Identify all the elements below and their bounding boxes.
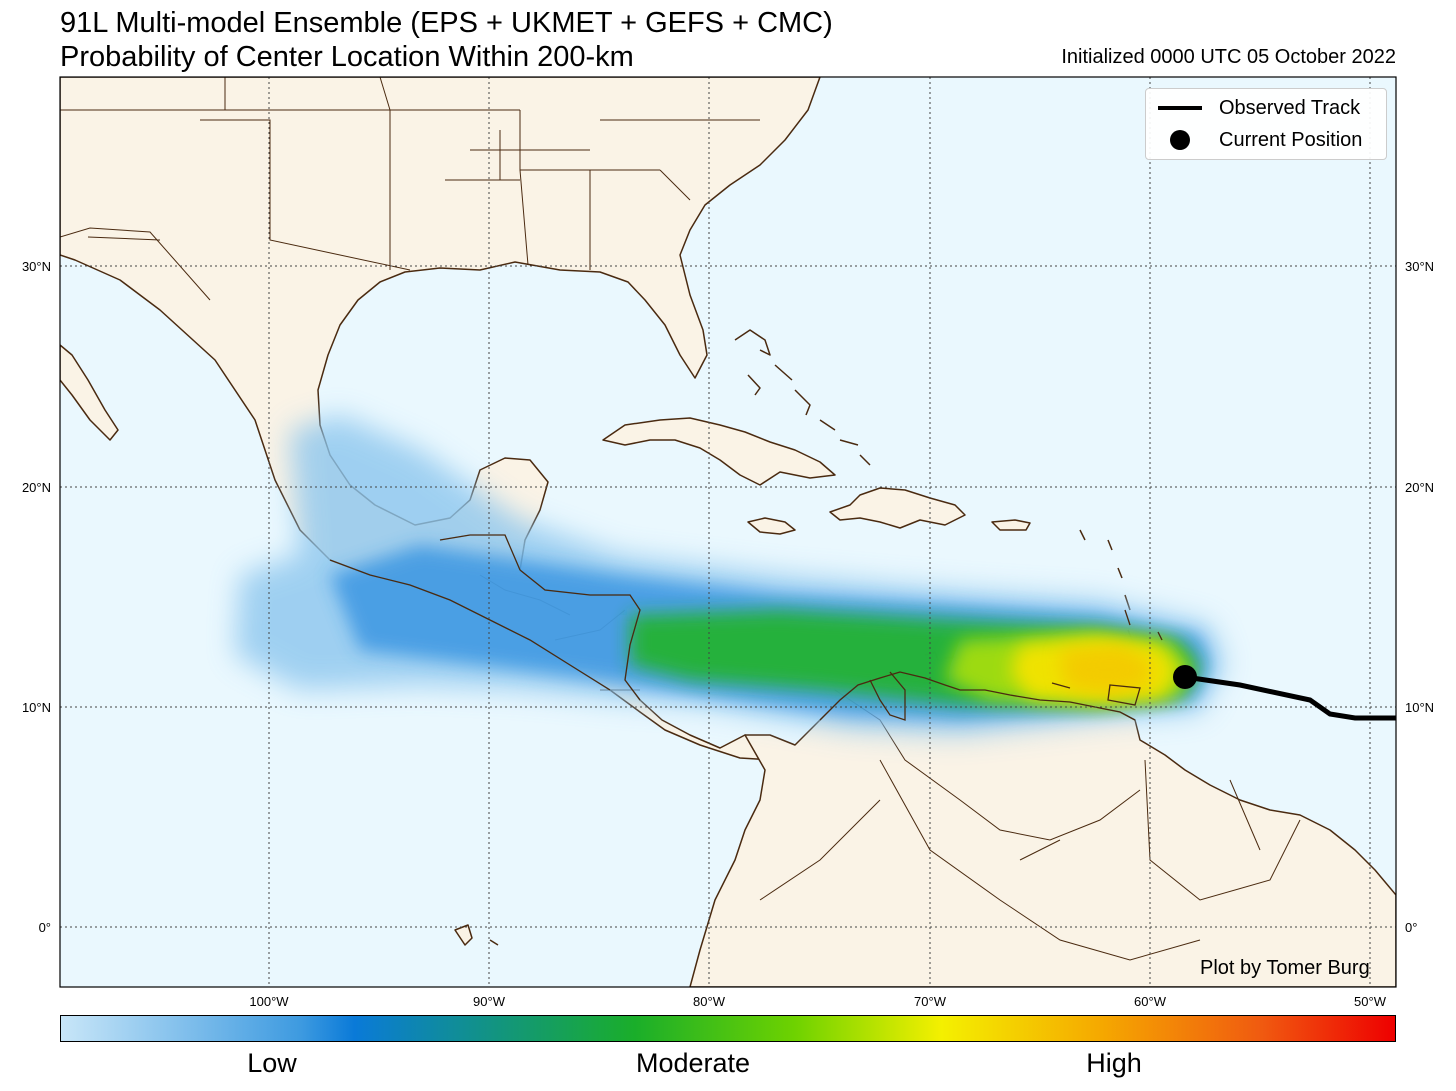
- land: [60, 77, 1396, 987]
- lat-label-0: 0°: [39, 920, 51, 935]
- lat-labels-left: 30°N 20°N 10°N 0°: [22, 259, 51, 935]
- coast-overlay: [329, 534, 1163, 721]
- map-frame: [59, 76, 1397, 988]
- land-cuba: [602, 417, 836, 486]
- colorbar: [60, 1015, 1396, 1042]
- colorbar-label-high: High: [1086, 1048, 1142, 1078]
- land-jamaica: [747, 517, 796, 535]
- title-line-2: Probability of Center Location Within 20…: [60, 41, 634, 73]
- lat-label-10n-right: 10°N: [1405, 700, 1434, 715]
- legend-item-current-position: Current Position: [1146, 125, 1386, 155]
- land-baja: [60, 344, 119, 441]
- lon-label-90w: 90°W: [473, 994, 506, 1009]
- lat-label-30n-right: 30°N: [1405, 259, 1434, 274]
- initialized-time: Initialized 0000 UTC 05 October 2022: [1061, 46, 1396, 68]
- legend-label-observed-track: Observed Track: [1219, 97, 1361, 119]
- position-dot-icon: [1170, 130, 1190, 150]
- lat-label-10n: 10°N: [22, 700, 51, 715]
- probability-swath: [235, 415, 1225, 735]
- observed-track-line: [1184, 674, 1396, 721]
- swath-orange: [1060, 645, 1150, 695]
- legend: Observed Track Current Position: [1145, 88, 1387, 160]
- lat-label-0-right: 0°: [1405, 920, 1417, 935]
- legend-item-observed-track: Observed Track: [1146, 93, 1386, 123]
- plot-credit: Plot by Tomer Burg: [1200, 957, 1370, 979]
- lat-label-30n: 30°N: [22, 259, 51, 274]
- lat-labels-right: 30°N 20°N 10°N 0°: [1405, 259, 1434, 935]
- gridlines: [60, 77, 1396, 987]
- colorbar-label-moderate: Moderate: [635, 1048, 751, 1078]
- lon-label-60w: 60°W: [1134, 994, 1167, 1009]
- land-hispaniola: [829, 487, 966, 529]
- chart-title: 91L Multi-model Ensemble (EPS + UKMET + …: [60, 6, 833, 74]
- lon-label-80w: 80°W: [693, 994, 726, 1009]
- title-line-1: 91L Multi-model Ensemble (EPS + UKMET + …: [60, 7, 833, 39]
- land-puerto-rico: [991, 519, 1031, 531]
- current-position-marker: [1173, 665, 1197, 689]
- lat-label-20n: 20°N: [22, 480, 51, 495]
- track-line-icon: [1158, 106, 1202, 110]
- lon-label-100w: 100°W: [249, 994, 289, 1009]
- lon-label-70w: 70°W: [914, 994, 947, 1009]
- land-galapagos: [454, 924, 499, 946]
- lon-labels: 100°W 90°W 80°W 70°W 60°W 50°W: [249, 994, 1386, 1009]
- land-bahamas: [734, 329, 871, 466]
- lat-label-20n-right: 20°N: [1405, 480, 1434, 495]
- legend-label-current-position: Current Position: [1219, 129, 1363, 151]
- lon-label-50w: 50°W: [1354, 994, 1387, 1009]
- colorbar-label-low: Low: [247, 1048, 297, 1078]
